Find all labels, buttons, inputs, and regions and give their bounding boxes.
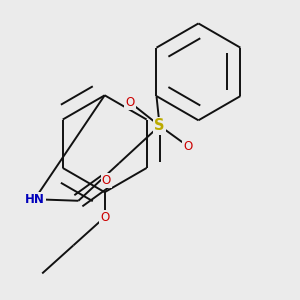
Text: HN: HN — [25, 193, 45, 206]
Text: S: S — [154, 118, 165, 133]
Text: O: O — [183, 140, 192, 153]
Text: O: O — [100, 211, 109, 224]
Text: O: O — [125, 96, 135, 109]
Text: O: O — [102, 174, 111, 187]
